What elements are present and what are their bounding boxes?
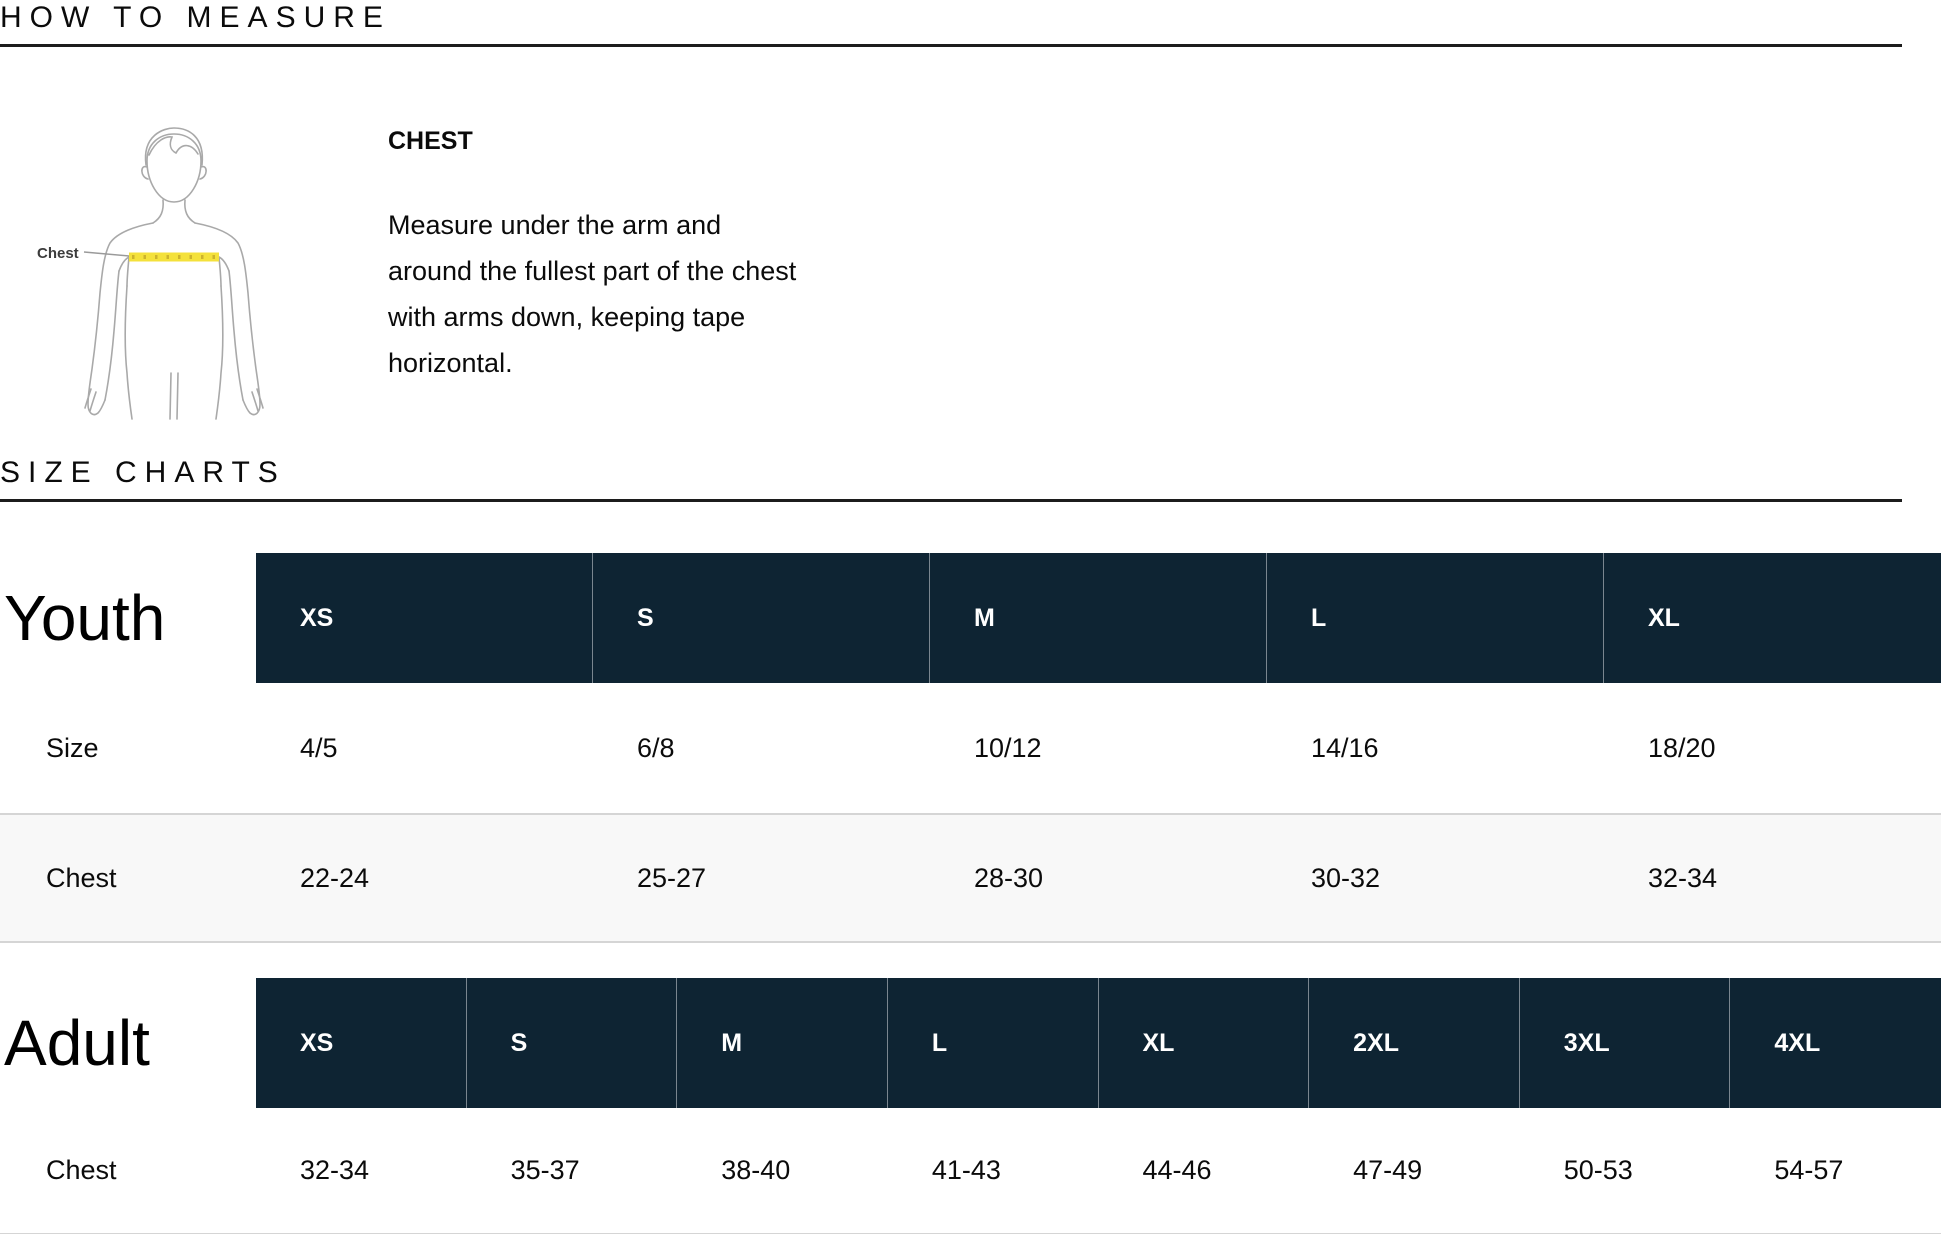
table-cell: 14/16 — [1311, 732, 1379, 763]
table-cell: 44-46 — [1142, 1155, 1212, 1185]
table-cell: 30-32 — [1311, 862, 1381, 893]
table-cell: 28-30 — [974, 862, 1044, 893]
chest-pointer-label: Chest — [37, 245, 79, 262]
column-header-xs: XS — [256, 978, 467, 1108]
column-header-xl: XL — [1098, 978, 1310, 1108]
body-figure-illustration: Chest — [37, 127, 264, 420]
column-header-2xl: 2XL — [1309, 978, 1520, 1108]
column-header-s: S — [466, 978, 678, 1108]
table-cell: 22-24 — [300, 862, 370, 893]
adult-size-table: Adult XS S M L XL 2XL 3XL 4XL Chest 32-3… — [0, 978, 1941, 1234]
chest-description-line: with arms down, keeping tape — [388, 302, 746, 332]
column-header-3xl: 3XL — [1519, 978, 1731, 1108]
youth-size-table: Youth XS S M L XL Size 4/5 6/8 10/12 14/… — [0, 553, 1941, 943]
table-cell: 4/5 — [300, 732, 338, 763]
table-cell: 50-53 — [1563, 1155, 1633, 1185]
table-cell: 35-37 — [510, 1155, 580, 1185]
table-cell: 6/8 — [637, 732, 675, 763]
measure-instructions-section: Chest CHEST Measure under the arm and ar… — [0, 121, 1946, 421]
table-cell: 47-49 — [1353, 1155, 1423, 1185]
row-label: Chest — [46, 1155, 117, 1185]
how-to-measure-divider — [0, 44, 1902, 47]
size-charts-title: SIZE CHARTS — [0, 456, 286, 489]
how-to-measure-title: HOW TO MEASURE — [0, 1, 391, 34]
column-header-m: M — [677, 978, 888, 1108]
size-charts-divider — [0, 499, 1902, 502]
row-label: Size — [46, 732, 99, 763]
youth-table-name: Youth — [0, 553, 256, 683]
chest-pointer-line — [83, 251, 130, 257]
body-measure-diagram: Chest — [20, 121, 270, 421]
row-label: Chest — [46, 862, 117, 893]
chest-heading: CHEST — [388, 127, 473, 155]
youth-header-row: Youth XS S M L XL — [0, 553, 1941, 683]
measure-text-block: CHEST Measure under the arm and around t… — [388, 121, 796, 421]
youth-chest-row: Chest 22-24 25-27 28-30 30-32 32-34 — [0, 813, 1941, 943]
chest-description-line: horizontal. — [388, 348, 513, 378]
table-cell: 32-34 — [300, 1155, 370, 1185]
column-header-xs: XS — [256, 553, 593, 683]
column-header-m: M — [930, 553, 1267, 683]
column-header-l: L — [887, 978, 1099, 1108]
table-cell: 54-57 — [1774, 1155, 1844, 1185]
table-cell: 32-34 — [1648, 862, 1718, 893]
table-cell: 25-27 — [637, 862, 707, 893]
adult-chest-row: Chest 32-34 35-37 38-40 41-43 44-46 47-4… — [0, 1108, 1941, 1234]
chest-description-line: around the fullest part of the chest — [388, 256, 797, 286]
adult-header-row: Adult XS S M L XL 2XL 3XL 4XL — [0, 978, 1941, 1108]
youth-size-row: Size 4/5 6/8 10/12 14/16 18/20 — [0, 683, 1941, 813]
column-header-xl: XL — [1604, 553, 1941, 683]
chest-description-line: Measure under the arm and — [388, 210, 722, 240]
column-header-l: L — [1267, 553, 1604, 683]
figure-outline — [84, 127, 264, 420]
column-header-4xl: 4XL — [1730, 978, 1941, 1108]
table-cell: 38-40 — [721, 1155, 791, 1185]
column-header-s: S — [593, 553, 930, 683]
table-cell: 10/12 — [974, 732, 1042, 763]
chest-description: Measure under the arm and around the ful… — [388, 202, 796, 386]
table-cell: 18/20 — [1648, 732, 1716, 763]
table-cell: 41-43 — [931, 1155, 1001, 1185]
adult-table-name: Adult — [0, 978, 256, 1108]
